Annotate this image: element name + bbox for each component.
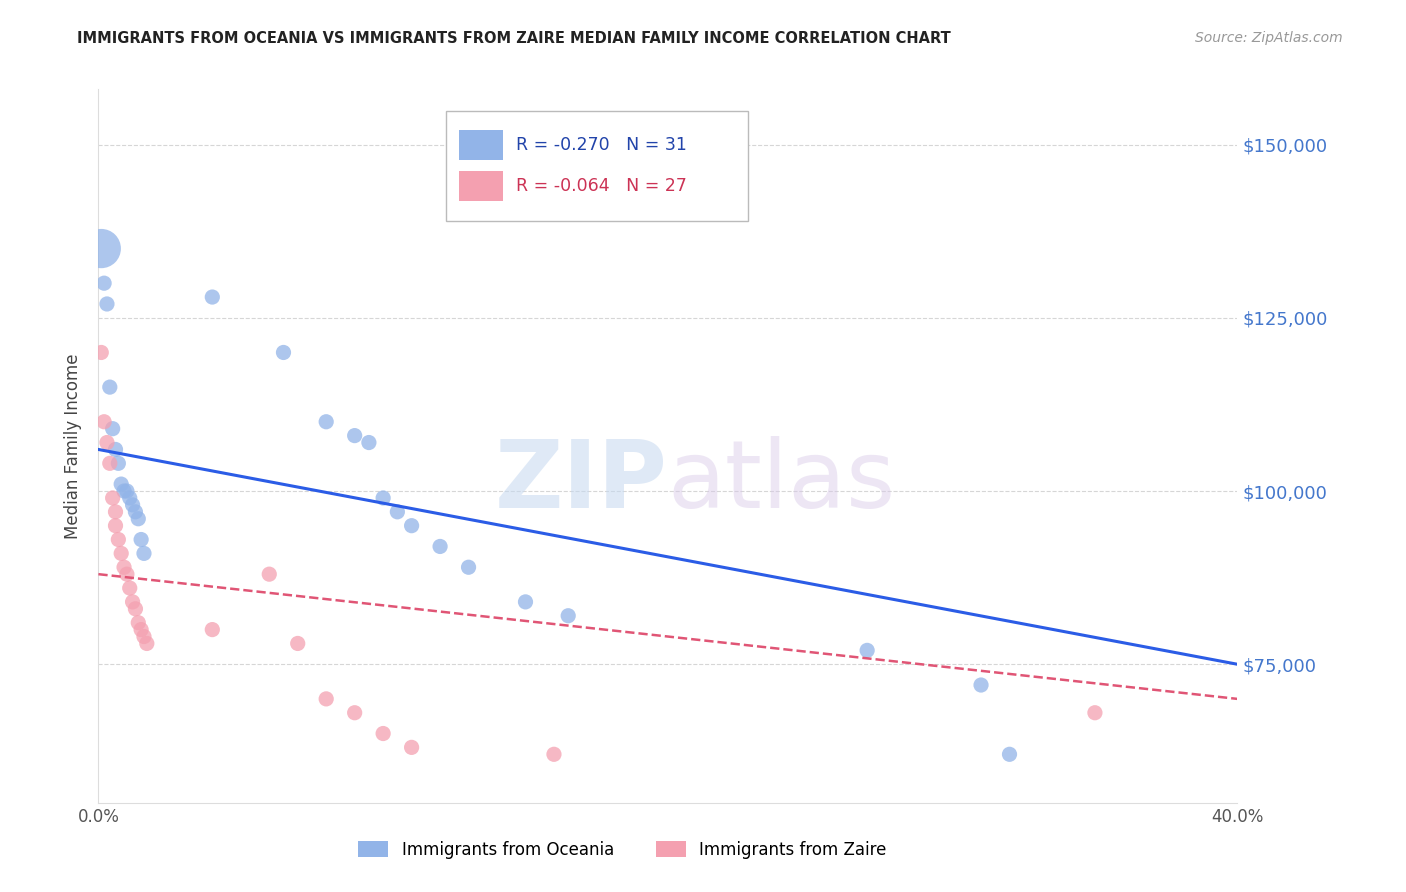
Bar bbox=[460, 170, 503, 201]
Point bbox=[998, 747, 1021, 762]
Text: atlas: atlas bbox=[668, 435, 896, 528]
Point bbox=[315, 415, 337, 429]
Bar bbox=[460, 130, 503, 160]
Point bbox=[98, 456, 121, 470]
Point bbox=[373, 726, 395, 740]
Point bbox=[115, 483, 138, 498]
Point bbox=[93, 276, 115, 290]
Point bbox=[429, 540, 451, 554]
Point bbox=[135, 636, 157, 650]
Point bbox=[543, 747, 565, 762]
Point bbox=[107, 456, 129, 470]
Point bbox=[132, 630, 155, 644]
Point bbox=[273, 345, 295, 359]
Text: R = -0.064   N = 27: R = -0.064 N = 27 bbox=[516, 177, 688, 194]
Point bbox=[129, 533, 152, 547]
Point bbox=[90, 242, 112, 256]
Point bbox=[357, 435, 380, 450]
Text: IMMIGRANTS FROM OCEANIA VS IMMIGRANTS FROM ZAIRE MEDIAN FAMILY INCOME CORRELATIO: IMMIGRANTS FROM OCEANIA VS IMMIGRANTS FR… bbox=[77, 31, 950, 46]
Point bbox=[387, 505, 409, 519]
Point bbox=[121, 498, 143, 512]
Point bbox=[287, 636, 309, 650]
Point bbox=[110, 477, 132, 491]
Point bbox=[970, 678, 993, 692]
Point bbox=[201, 623, 224, 637]
Point bbox=[96, 435, 118, 450]
Point bbox=[107, 533, 129, 547]
Point bbox=[315, 691, 337, 706]
Text: R = -0.270   N = 31: R = -0.270 N = 31 bbox=[516, 136, 688, 153]
Point bbox=[401, 740, 423, 755]
Point bbox=[515, 595, 537, 609]
Point bbox=[121, 595, 143, 609]
Point bbox=[201, 290, 224, 304]
Point bbox=[118, 581, 141, 595]
Point bbox=[110, 546, 132, 560]
Point bbox=[373, 491, 395, 505]
Point bbox=[1084, 706, 1107, 720]
Point bbox=[856, 643, 879, 657]
Point bbox=[98, 380, 121, 394]
Point bbox=[401, 518, 423, 533]
Y-axis label: Median Family Income: Median Family Income bbox=[65, 353, 83, 539]
Point bbox=[96, 297, 118, 311]
Point bbox=[124, 602, 146, 616]
Point bbox=[132, 546, 155, 560]
Point bbox=[101, 491, 124, 505]
Point bbox=[115, 567, 138, 582]
Point bbox=[129, 623, 152, 637]
Point bbox=[104, 442, 127, 457]
Point bbox=[118, 491, 141, 505]
Text: Source: ZipAtlas.com: Source: ZipAtlas.com bbox=[1195, 31, 1343, 45]
FancyBboxPatch shape bbox=[446, 111, 748, 221]
Point bbox=[93, 415, 115, 429]
Point bbox=[90, 345, 112, 359]
Point bbox=[343, 706, 366, 720]
Point bbox=[457, 560, 479, 574]
Point bbox=[259, 567, 281, 582]
Point bbox=[104, 505, 127, 519]
Text: ZIP: ZIP bbox=[495, 435, 668, 528]
Legend: Immigrants from Oceania, Immigrants from Zaire: Immigrants from Oceania, Immigrants from… bbox=[352, 835, 893, 866]
Point bbox=[112, 560, 135, 574]
Point bbox=[127, 615, 149, 630]
Point bbox=[124, 505, 146, 519]
Point bbox=[557, 608, 579, 623]
Point bbox=[343, 428, 366, 442]
Point bbox=[127, 512, 149, 526]
Point bbox=[104, 518, 127, 533]
Point bbox=[101, 422, 124, 436]
Point bbox=[112, 483, 135, 498]
